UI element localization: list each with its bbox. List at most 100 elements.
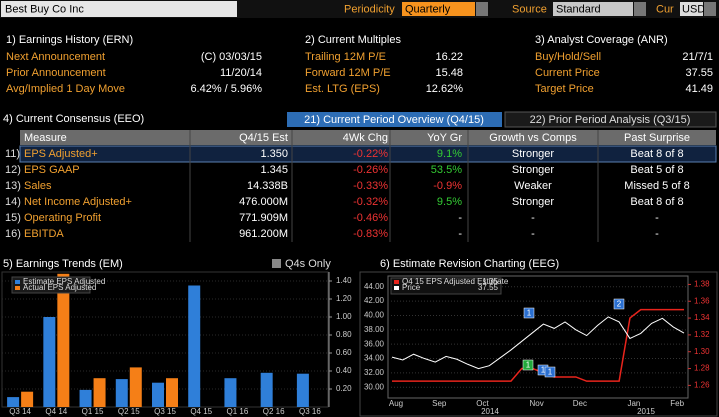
bar [152,382,164,407]
x-tick-label: Q2 16 [263,407,285,416]
row-highlight [19,145,717,163]
source-value[interactable]: Standard [556,3,601,15]
column-header: Measure [24,132,67,144]
x-tick-label: Q4 14 [45,407,67,416]
column-header: Growth vs Comps [489,132,577,144]
field-label: Avg/Implied 1 Day Move [6,83,125,95]
checkbox[interactable] [272,259,281,268]
event-label[interactable]: 1 [541,366,546,375]
field-value: 12.62% [426,83,464,95]
tab-label[interactable]: 21) Current Period Overview (Q4/15) [304,114,484,126]
x-tick-label: Q3 16 [299,407,321,416]
tab-active[interactable] [287,112,502,127]
dropdown-arrow[interactable] [476,2,488,16]
legend-swatch [394,280,399,284]
estimate: 961.200M [239,228,288,240]
bar [129,367,142,407]
y-tick-label: 40.00 [364,311,385,320]
tab-label[interactable]: 22) Prior Period Analysis (Q3/15) [530,114,691,126]
x-tick-label: Jan [627,399,640,408]
dropdown-arrow[interactable] [634,2,646,16]
section-title: 1) Earnings History (ERN) [6,34,133,46]
currency-dropdown[interactable] [680,2,703,16]
periodicity-value[interactable]: Quarterly [405,3,451,15]
estimate: 771.909M [239,212,288,224]
y-tick-label: 44.00 [364,282,385,291]
legend-value: 1.35 [482,277,498,286]
bar [93,378,106,407]
section-title: 2) Current Multiples [305,34,401,46]
field-label: Trailing 12M P/E [305,51,386,63]
row-number: 14) [5,196,21,208]
x-tick-label: Q2 15 [118,407,140,416]
x-tick-label: Feb [670,399,684,408]
x-tick-label: Q4 15 [190,407,212,416]
currency-value[interactable]: USD [682,3,705,15]
x-tick-label: Dec [573,399,587,408]
field-value: 11/20/14 [220,67,262,79]
row-number: 12) [5,164,21,176]
y2-tick-label: 1.26 [694,380,710,389]
event-marker[interactable] [613,298,625,310]
source-dropdown[interactable] [553,2,633,16]
change-4wk: -0.83% [353,228,388,240]
security-box [1,1,237,17]
x-tick-label: Q3 15 [154,407,176,416]
growth-vs-comps: Stronger [512,148,555,160]
x-tick-label: Q1 15 [82,407,104,416]
x-tick-label: Sep [432,399,447,408]
measure-name: Net Income Adjusted+ [24,196,132,208]
event-marker[interactable] [522,359,534,371]
column-header: YoY Gr [427,132,462,144]
x-tick-label: Aug [389,399,403,408]
field-label: Next Announcement [6,51,105,63]
field-label: Forward 12M P/E [305,67,391,79]
yoy-growth: 9.5% [437,196,462,208]
estimate: 14.338B [247,180,288,192]
legend-value: 37.55 [478,283,499,292]
bar [79,389,92,407]
tab[interactable] [504,111,717,128]
column-header: Q4/15 Est [239,132,288,144]
measure-name: EPS Adjusted+ [24,148,98,160]
y-tick-label: 1.20 [336,294,352,303]
plot-area [387,275,689,399]
change-4wk: -0.33% [353,180,388,192]
event-marker[interactable] [523,307,535,319]
field-label: Prior Announcement [6,67,106,79]
y-tick-label: 32.00 [364,368,385,377]
field-label: Current Price [535,67,600,79]
growth-vs-comps: - [531,228,535,240]
yoy-growth: 9.1% [437,148,462,160]
event-label[interactable]: 2 [617,300,622,309]
y-tick-label: 0.80 [336,330,352,339]
y-tick-label: 38.00 [364,325,385,334]
change-4wk: -0.22% [353,148,388,160]
y-tick-label: 42.00 [364,296,385,305]
past-surprise: - [655,212,659,224]
measure-name: Operating Profit [24,212,101,224]
yoy-growth: 53.5% [431,164,462,176]
y-tick-label: 34.00 [364,354,385,363]
change-4wk: -0.32% [353,196,388,208]
estimate: 476.000M [239,196,288,208]
field-value: (C) 03/03/15 [201,51,262,63]
event-label[interactable]: 1 [527,309,532,318]
legend-swatch [15,286,20,290]
yoy-growth: - [458,228,462,240]
section-title: 5) Earnings Trends (EM) [3,258,123,270]
event-label[interactable]: 1 [526,361,531,370]
dropdown-arrow[interactable] [704,2,716,16]
event-label[interactable]: 1 [548,368,553,377]
bar [296,373,309,407]
bar [224,378,237,407]
estimate: 1.345 [260,164,288,176]
checkbox-label[interactable]: Q4s Only [285,258,331,270]
event-marker[interactable] [544,366,556,378]
field-value: 6.42% / 5.96% [190,83,262,95]
periodicity-dropdown[interactable] [402,2,475,16]
bar [166,378,178,407]
x-tick-label: Q3 14 [9,407,31,416]
currency-label: Cur [656,3,674,15]
table-header [20,130,716,145]
